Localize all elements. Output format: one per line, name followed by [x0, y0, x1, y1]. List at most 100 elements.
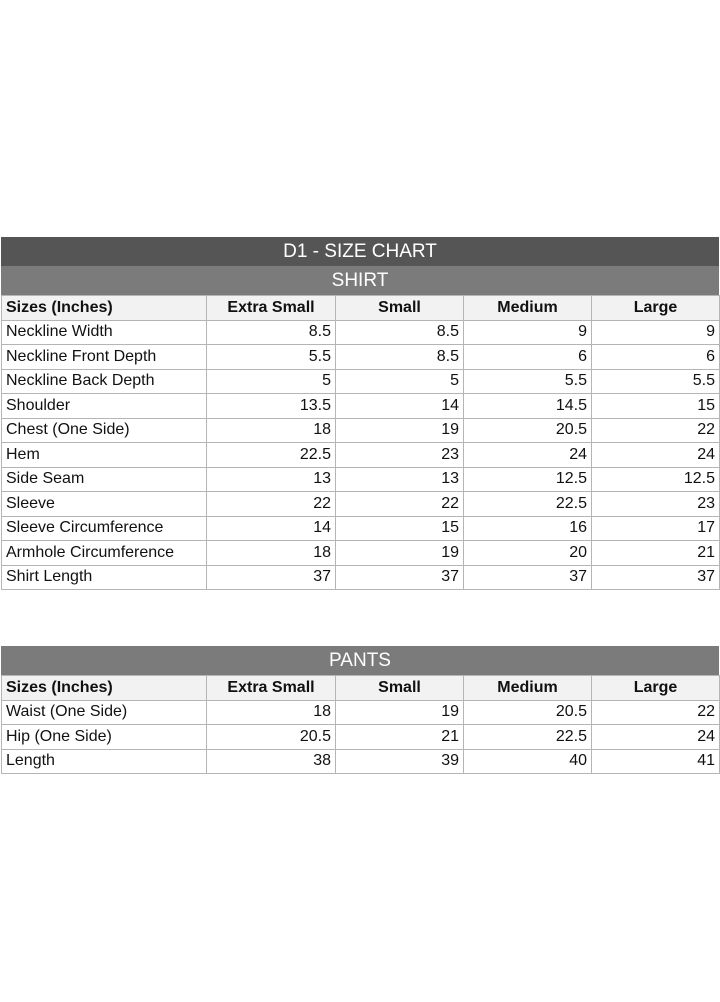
- table-row: Sleeve Circumference 14 15 16 17: [1, 515, 720, 541]
- size-value: 14: [206, 515, 336, 541]
- measurement-label: Shoulder: [1, 393, 207, 419]
- size-value: 5: [335, 368, 464, 394]
- table-row: Hip (One Side) 20.5 21 22.5 24: [1, 724, 720, 750]
- size-value: 15: [335, 515, 464, 541]
- size-value: 39: [335, 748, 464, 774]
- size-value: 24: [591, 724, 720, 750]
- column-header: Small: [335, 295, 464, 321]
- size-value: 8.5: [335, 344, 464, 370]
- size-value: 13.5: [206, 393, 336, 419]
- measurement-label: Armhole Circumference: [1, 540, 207, 566]
- size-value: 5.5: [206, 344, 336, 370]
- measurement-label: Neckline Width: [1, 319, 207, 345]
- header-row: Sizes (Inches) Extra Small Small Medium Larg…: [1, 295, 720, 321]
- measurement-label: Side Seam: [1, 466, 207, 492]
- column-header: Medium: [463, 675, 592, 701]
- size-value: 24: [463, 442, 592, 468]
- size-value: 18: [206, 540, 336, 566]
- size-value: 8.5: [335, 319, 464, 345]
- measurement-label: Hip (One Side): [1, 724, 207, 750]
- table-row: Hem 22.5 23 24 24: [1, 442, 720, 468]
- size-value: 13: [335, 466, 464, 492]
- table-row: Waist (One Side) 18 19 20.5 22: [1, 699, 720, 725]
- size-value: 20: [463, 540, 592, 566]
- size-value: 8.5: [206, 319, 336, 345]
- size-value: 21: [591, 540, 720, 566]
- size-value: 22: [591, 699, 720, 725]
- table-row: Shirt Length 37 37 37 37: [1, 564, 720, 590]
- table-row: Shoulder 13.5 14 14.5 15: [1, 393, 720, 419]
- size-value: 19: [335, 699, 464, 725]
- measurement-label: Hem: [1, 442, 207, 468]
- size-value: 20.5: [463, 417, 592, 443]
- size-value: 37: [206, 564, 336, 590]
- table-row: Neckline Front Depth 5.5 8.5 6 6: [1, 344, 720, 370]
- size-value: 6: [463, 344, 592, 370]
- size-value: 23: [591, 491, 720, 517]
- header-row: Sizes (Inches) Extra Small Small Medium Larg…: [1, 675, 720, 701]
- column-header: Extra Small: [206, 675, 336, 701]
- chart-title: D1 - SIZE CHART: [1, 237, 719, 266]
- size-value: 5.5: [591, 368, 720, 394]
- size-value: 12.5: [591, 466, 720, 492]
- pants-size-chart: PANTS Sizes (Inches) Extra Small Small Medi…: [1, 646, 720, 774]
- size-value: 37: [591, 564, 720, 590]
- column-header: Extra Small: [206, 295, 336, 321]
- size-value: 9: [591, 319, 720, 345]
- size-value: 18: [206, 417, 336, 443]
- size-value: 22.5: [463, 724, 592, 750]
- size-value: 37: [463, 564, 592, 590]
- column-header: Medium: [463, 295, 592, 321]
- shirt-size-chart: D1 - SIZE CHART SHIRT Sizes (Inches) Extr…: [1, 237, 720, 590]
- shirt-heading: SHIRT: [1, 266, 719, 295]
- size-value: 41: [591, 748, 720, 774]
- size-value: 9: [463, 319, 592, 345]
- table-row: Armhole Circumference 18 19 20 21: [1, 540, 720, 566]
- size-value: 12.5: [463, 466, 592, 492]
- measurement-label: Neckline Front Depth: [1, 344, 207, 370]
- size-value: 23: [335, 442, 464, 468]
- measurement-label: Sleeve: [1, 491, 207, 517]
- size-value: 13: [206, 466, 336, 492]
- size-value: 38: [206, 748, 336, 774]
- table-row: Neckline Width 8.5 8.5 9 9: [1, 319, 720, 345]
- size-value: 21: [335, 724, 464, 750]
- column-header: Sizes (Inches): [1, 675, 207, 701]
- size-value: 14.5: [463, 393, 592, 419]
- column-header: Large: [591, 675, 720, 701]
- size-value: 19: [335, 540, 464, 566]
- size-value: 22: [335, 491, 464, 517]
- size-value: 15: [591, 393, 720, 419]
- size-value: 6: [591, 344, 720, 370]
- pants-heading: PANTS: [1, 646, 719, 675]
- size-value: 22: [206, 491, 336, 517]
- table-row: Length 38 39 40 41: [1, 748, 720, 774]
- measurement-label: Chest (One Side): [1, 417, 207, 443]
- shirt-table: Sizes (Inches) Extra Small Small Medium Larg…: [1, 295, 720, 590]
- measurement-label: Neckline Back Depth: [1, 368, 207, 394]
- size-value: 19: [335, 417, 464, 443]
- size-value: 14: [335, 393, 464, 419]
- size-value: 22.5: [463, 491, 592, 517]
- size-value: 20.5: [463, 699, 592, 725]
- measurement-label: Sleeve Circumference: [1, 515, 207, 541]
- size-value: 40: [463, 748, 592, 774]
- column-header: Large: [591, 295, 720, 321]
- size-value: 22: [591, 417, 720, 443]
- table-row: Side Seam 13 13 12.5 12.5: [1, 466, 720, 492]
- table-row: Sleeve 22 22 22.5 23: [1, 491, 720, 517]
- column-header: Sizes (Inches): [1, 295, 207, 321]
- column-header: Small: [335, 675, 464, 701]
- size-value: 5.5: [463, 368, 592, 394]
- measurement-label: Waist (One Side): [1, 699, 207, 725]
- size-value: 24: [591, 442, 720, 468]
- measurement-label: Shirt Length: [1, 564, 207, 590]
- size-value: 37: [335, 564, 464, 590]
- size-value: 16: [463, 515, 592, 541]
- size-value: 22.5: [206, 442, 336, 468]
- pants-table: Sizes (Inches) Extra Small Small Medium Larg…: [1, 675, 720, 774]
- table-row: Chest (One Side) 18 19 20.5 22: [1, 417, 720, 443]
- size-value: 17: [591, 515, 720, 541]
- size-value: 20.5: [206, 724, 336, 750]
- size-value: 5: [206, 368, 336, 394]
